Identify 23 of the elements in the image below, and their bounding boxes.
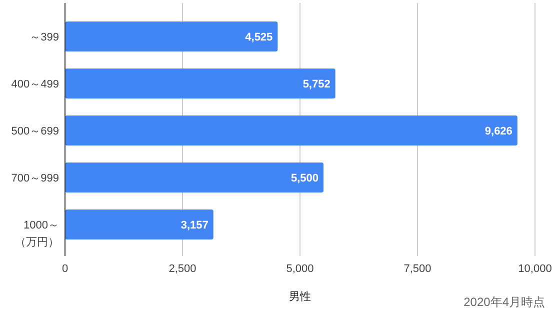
y-tick-label: 500～699 bbox=[11, 126, 59, 138]
bar bbox=[65, 115, 518, 146]
x-tick-label: 2,500 bbox=[168, 263, 196, 275]
y-axis-title: （万円） bbox=[15, 236, 59, 248]
x-axis-title: 男性 bbox=[289, 291, 311, 303]
y-tick-label: 1000～ bbox=[24, 220, 59, 232]
bar bbox=[65, 209, 214, 240]
x-tick-label: 5,000 bbox=[286, 263, 314, 275]
x-tick-label: 10,000 bbox=[518, 263, 552, 275]
bar bbox=[65, 21, 278, 52]
data-label: 4,525 bbox=[245, 32, 273, 44]
data-label: 3,157 bbox=[180, 220, 208, 232]
y-tick-label: 400～499 bbox=[11, 78, 59, 90]
data-label: 5,500 bbox=[290, 172, 318, 184]
text: 2020年4月時点 bbox=[464, 295, 545, 309]
y-tick-label: ～399 bbox=[30, 32, 59, 44]
x-tick-label: 0 bbox=[62, 263, 68, 275]
y-tick-label: 700～999 bbox=[11, 172, 59, 184]
bar bbox=[65, 162, 324, 193]
x-tick-label: 7,500 bbox=[404, 263, 432, 275]
bar bbox=[65, 68, 336, 99]
data-label: 5,752 bbox=[302, 78, 330, 90]
data-label: 9,626 bbox=[484, 126, 512, 138]
